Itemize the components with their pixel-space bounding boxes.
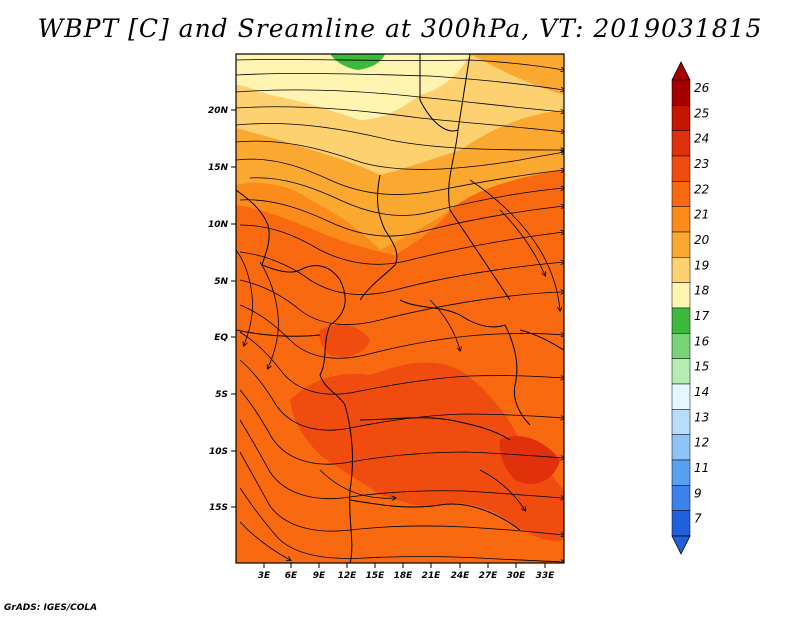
colorbar-label: 16 <box>694 334 710 348</box>
field-band-21 <box>236 183 450 255</box>
lon-tick-label: 30E <box>507 571 527 581</box>
colorbar-swatch <box>671 383 691 410</box>
lon-tick-label: 9E <box>313 571 326 581</box>
chart-title: WBPT [C] and Sreamline at 300hPa, VT: 20… <box>37 14 763 43</box>
lat-tick-label: 15N <box>208 163 229 173</box>
lon-tick-label: 3E <box>258 571 271 581</box>
colorbar-label: 18 <box>694 284 710 298</box>
lat-tick-label: 15S <box>209 503 228 513</box>
colorbar-swatch <box>671 130 691 157</box>
colorbar-swatch <box>671 206 691 233</box>
colorbar-swatch <box>671 79 691 106</box>
colorbar-swatch <box>671 485 691 511</box>
field-warm-spot-west <box>319 324 370 357</box>
colorbar-swatch <box>671 282 691 309</box>
colorbar-label: 15 <box>694 360 709 374</box>
lon-tick-label: 15E <box>366 571 386 581</box>
lon-tick-label: 12E <box>338 571 358 581</box>
lat-tick-label: 20N <box>208 106 229 116</box>
streamlines <box>236 59 564 562</box>
colorbar-swatch <box>671 434 691 461</box>
colorbar-label: 20 <box>694 233 710 247</box>
lon-tick-label: 24E <box>451 571 471 581</box>
colorbar-label: 12 <box>694 436 709 450</box>
colorbar: 26 25 24 23 22 21 20 19 18 17 16 15 14 13 12 11 9 7 <box>671 61 710 555</box>
colorbar-swatch <box>671 155 691 182</box>
lat-tick-label: 5N <box>214 277 228 287</box>
lon-tick-label: 33E <box>536 571 556 581</box>
field-band-18 <box>236 54 470 120</box>
colorbar-swatch <box>671 333 691 359</box>
colorbar-label: 11 <box>694 461 709 475</box>
colorbar-label: 9 <box>694 486 702 500</box>
colorbar-label: 22 <box>694 182 709 196</box>
colorbar-label: 7 <box>694 512 702 526</box>
colorbar-top-arrow <box>671 61 691 81</box>
colorbar-swatch <box>671 510 691 537</box>
longitude-axis: 3E 6E 9E 12E 15E 18E 21E 24E 27E 30E 33E <box>258 563 555 581</box>
colorbar-swatch <box>671 459 691 486</box>
colorbar-label: 26 <box>694 81 710 95</box>
colorbar-label: 17 <box>694 309 710 323</box>
field-warm-spot-east <box>499 436 560 484</box>
colorbar-swatch <box>671 358 691 385</box>
credit-label: GrADS: IGES/COLA <box>4 603 98 613</box>
latitude-axis: 20N 15N 10N 5N EQ 5S 10S 15S <box>208 106 236 513</box>
lon-tick-label: 18E <box>394 571 414 581</box>
colorbar-label: 23 <box>694 157 709 171</box>
colorbar-label: 13 <box>694 410 709 424</box>
lat-tick-label: 5S <box>215 390 228 400</box>
colorbar-label: 19 <box>694 258 709 272</box>
colorbar-bottom-arrow <box>671 535 691 555</box>
colorbar-swatch <box>671 409 691 435</box>
field-green-patch <box>330 54 385 70</box>
lon-tick-label: 21E <box>422 571 442 581</box>
map-frame <box>235 53 565 564</box>
field-warm-core <box>290 362 564 541</box>
lat-tick-label: EQ <box>214 333 228 343</box>
colorbar-label: 25 <box>694 106 709 120</box>
colorbar-label: 14 <box>694 385 709 399</box>
map-plot-area <box>236 54 564 563</box>
lat-tick-label: 10N <box>208 220 229 230</box>
colorbar-label: 24 <box>694 132 709 146</box>
lon-tick-label: 6E <box>285 571 298 581</box>
colorbar-swatch <box>671 181 691 207</box>
colorbar-swatch <box>671 307 691 334</box>
colorbar-label: 21 <box>694 208 709 222</box>
colorbar-swatch <box>671 105 691 131</box>
colorbar-swatch <box>671 257 691 283</box>
lon-tick-label: 27E <box>479 571 499 581</box>
lat-tick-label: 10S <box>209 447 228 457</box>
colorbar-swatch <box>671 231 691 258</box>
